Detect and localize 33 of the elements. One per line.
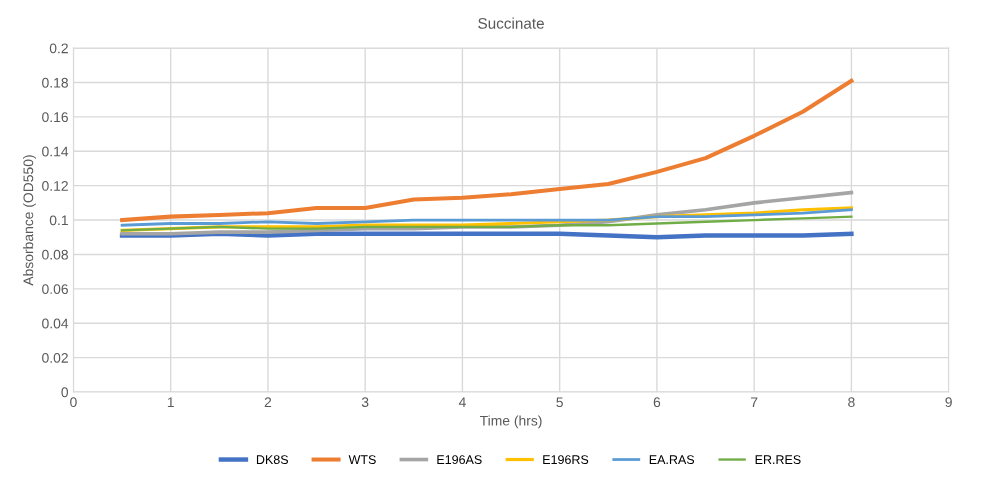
y-tick-label: 0 bbox=[61, 387, 69, 398]
x-tick-label: 3 bbox=[361, 397, 369, 408]
x-tick-label: 6 bbox=[653, 397, 661, 408]
line-series bbox=[120, 78, 854, 223]
legend-label: E196RS bbox=[543, 455, 589, 465]
y-tick-label: 0.1 bbox=[49, 215, 68, 226]
x-tick-label: 7 bbox=[751, 397, 758, 407]
y-tick-label: 0.16 bbox=[42, 112, 68, 123]
legend-label: DK8S bbox=[256, 455, 289, 465]
y-tick-label: 0.14 bbox=[42, 146, 69, 157]
line-series bbox=[120, 215, 853, 232]
x-tick-label: 2 bbox=[264, 397, 272, 407]
y-tick-label: 0.12 bbox=[42, 181, 68, 191]
x-tick-label: 9 bbox=[945, 397, 952, 408]
legend-label: ER.RES bbox=[755, 455, 801, 465]
y-tick-label: 0.08 bbox=[42, 249, 68, 260]
x-tick-label: 1 bbox=[167, 397, 174, 407]
chart-title: Succinate bbox=[478, 17, 544, 29]
y-tick-label: 0.06 bbox=[42, 284, 68, 295]
x-tick-label: 5 bbox=[556, 397, 563, 408]
y-tick-label: 0.2 bbox=[49, 43, 68, 54]
x-tick-label: 8 bbox=[848, 397, 855, 408]
x-tick-label: 0 bbox=[70, 397, 77, 408]
x-axis-title: Time (hrs) bbox=[479, 415, 542, 429]
legend-label: EA.RAS bbox=[649, 455, 695, 465]
y-tick-label: 0.04 bbox=[42, 318, 69, 329]
legend-label: E196AS bbox=[437, 455, 482, 465]
line-series bbox=[120, 208, 853, 227]
y-tick-label: 0.02 bbox=[42, 352, 68, 363]
x-tick-label: 4 bbox=[458, 397, 466, 407]
y-tick-label: 0.18 bbox=[42, 77, 68, 88]
legend-label: WTS bbox=[348, 455, 376, 465]
y-axis-title: Absorbance (OD550) bbox=[23, 155, 36, 286]
